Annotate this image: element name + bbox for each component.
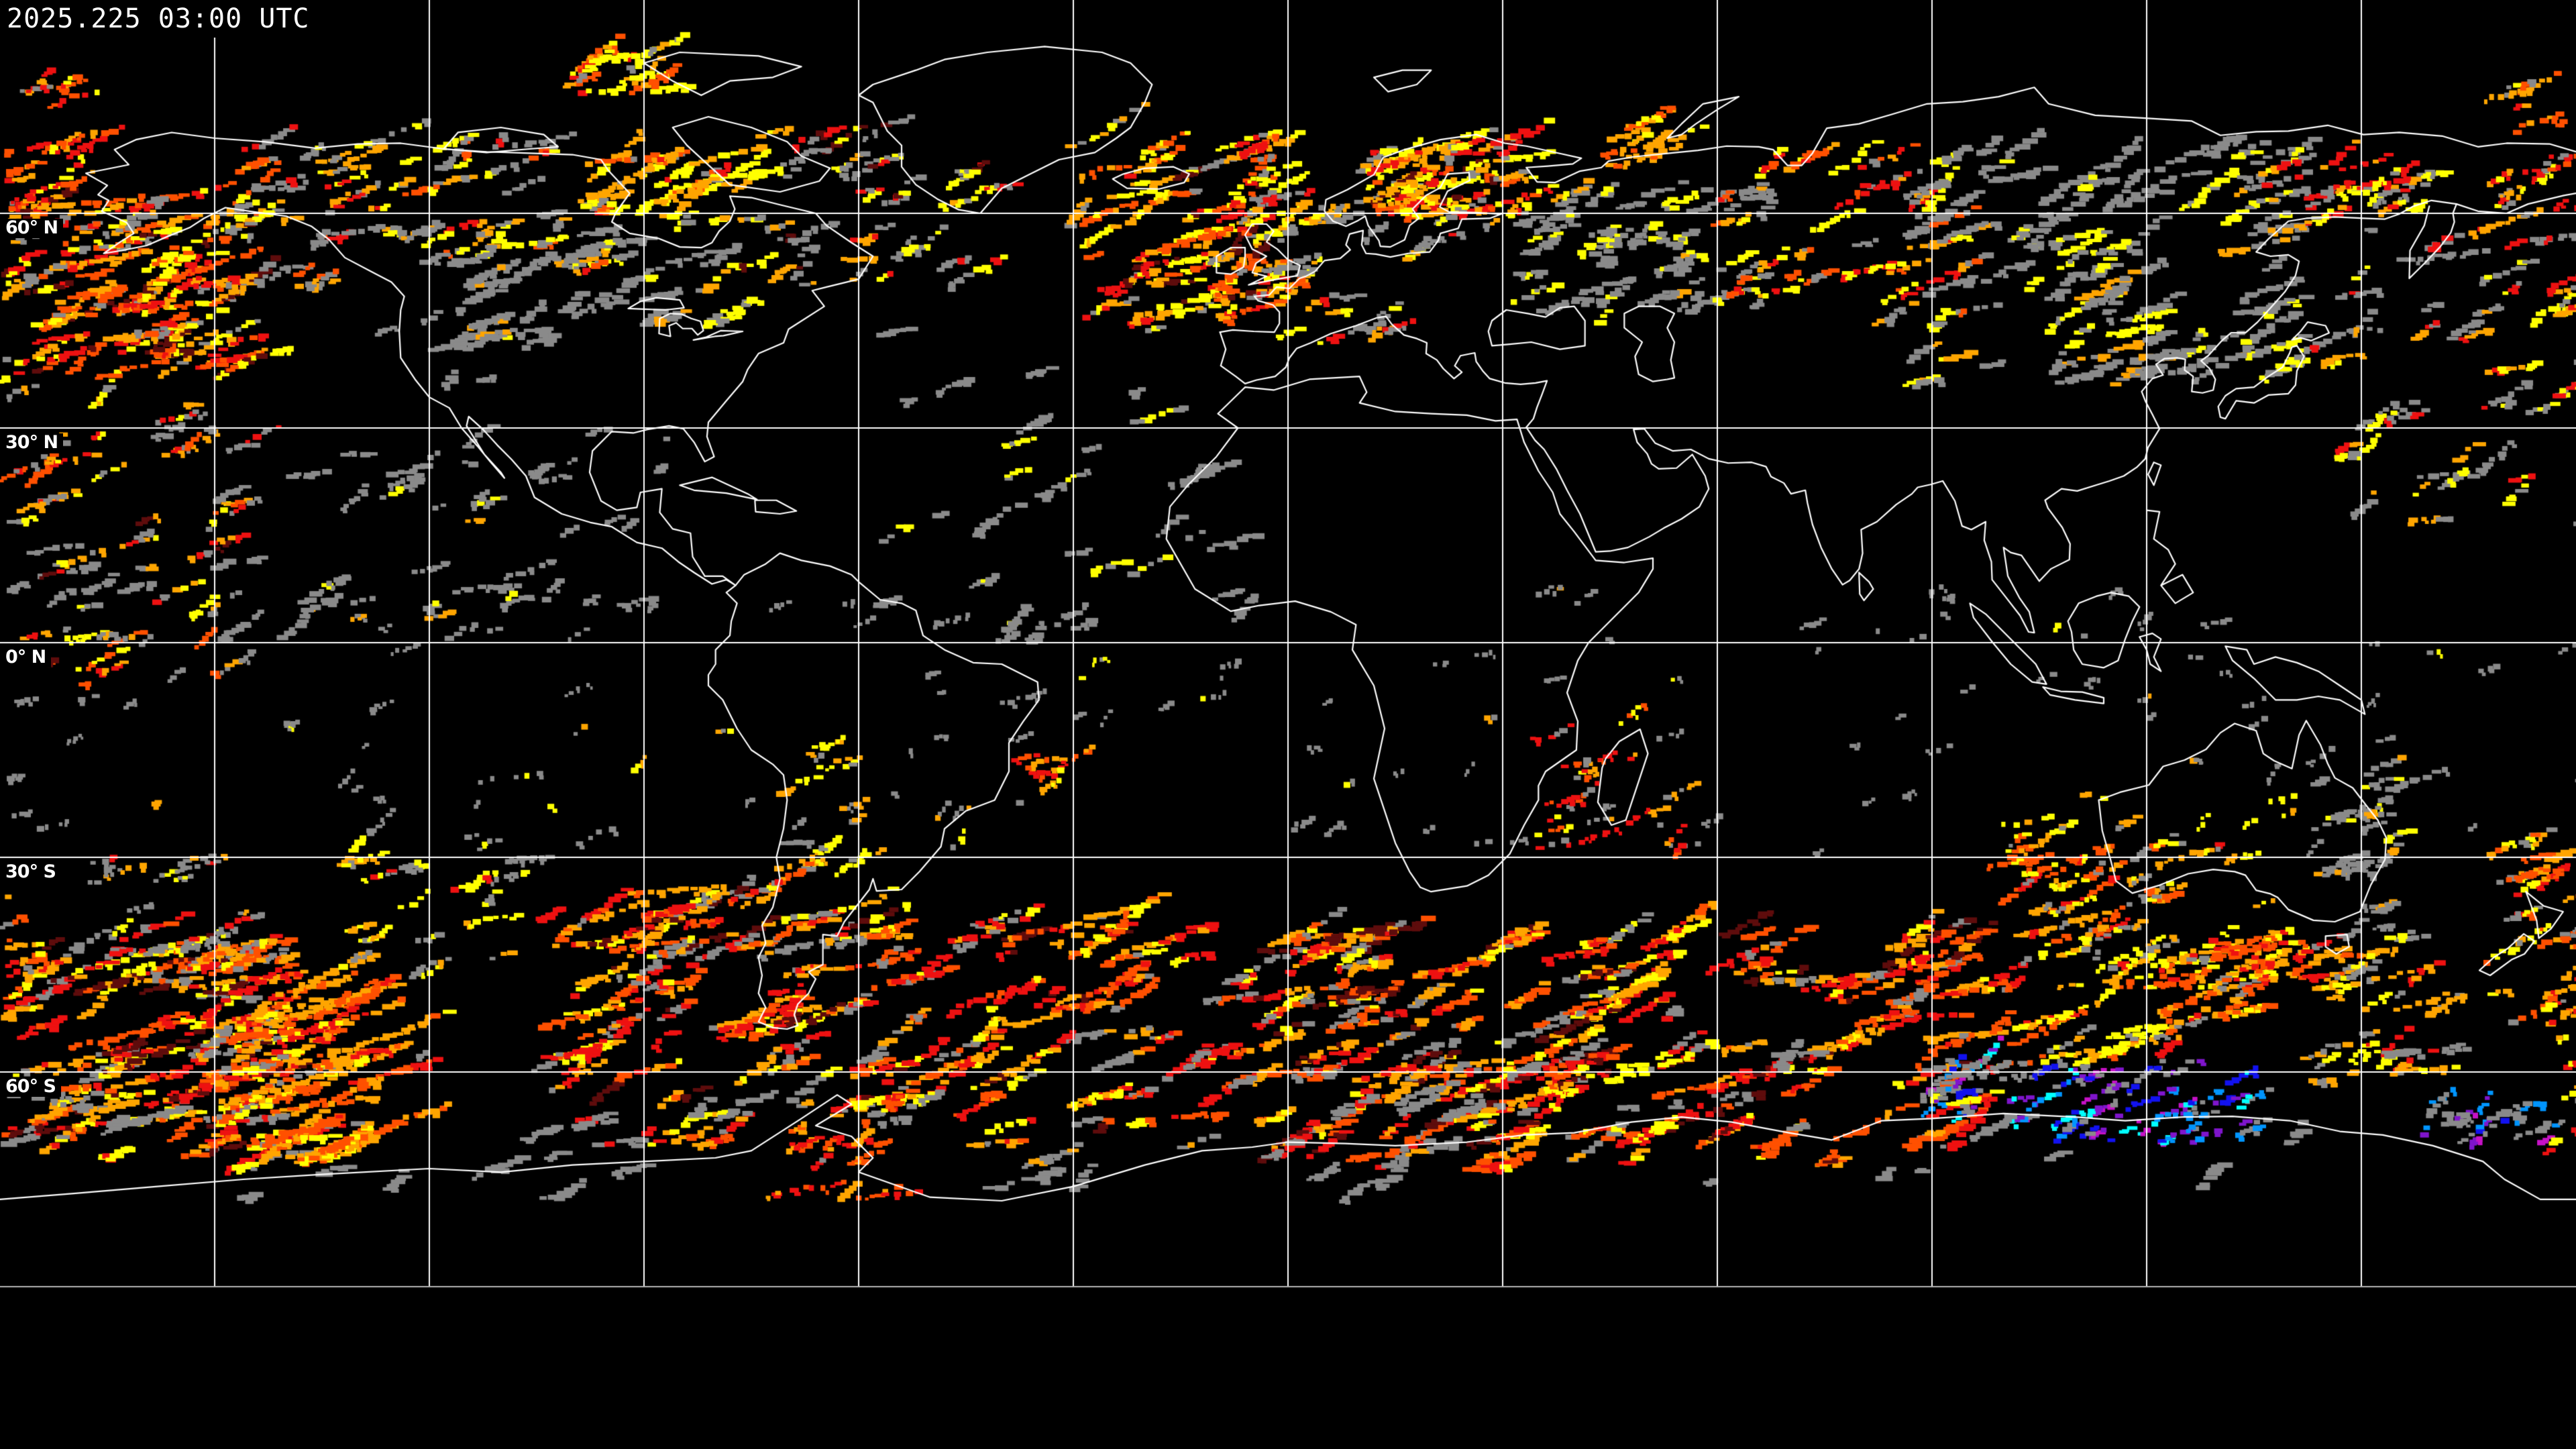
timestamp: 2025.225 03:00 UTC bbox=[4, 0, 317, 38]
latitude-label: 30° N bbox=[4, 433, 64, 453]
latitude-label: 60° S bbox=[4, 1077, 61, 1097]
world-map-canvas bbox=[0, 0, 2576, 1288]
legend: SLW Large Drop Index 13.5-1616-1919-2222… bbox=[0, 1288, 2576, 1449]
latitude-label: 60° N bbox=[4, 219, 64, 238]
latitude-label: 30° S bbox=[4, 863, 61, 882]
latitude-label: 0° N bbox=[4, 648, 52, 667]
